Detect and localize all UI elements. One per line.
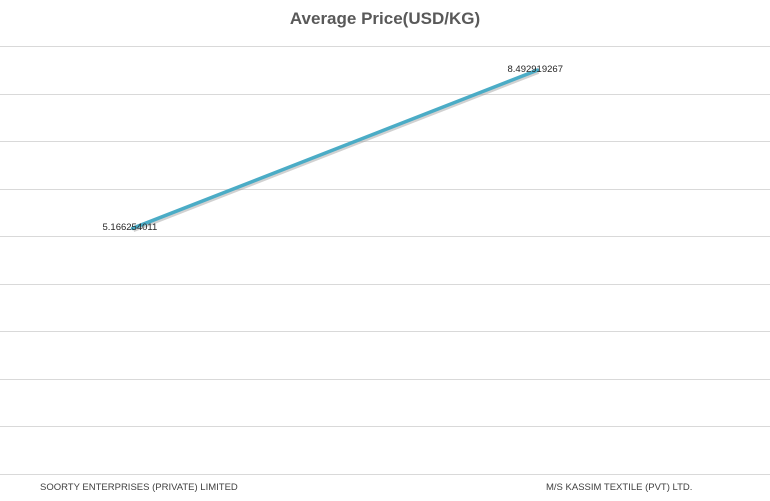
x-tick-label: SOORTY ENTERPRISES (PRIVATE) LIMITED bbox=[40, 482, 238, 493]
gridlines bbox=[0, 46, 770, 475]
data-label: 8.492919267 bbox=[507, 64, 563, 76]
chart-title: Average Price(USD/KG) bbox=[289, 9, 481, 28]
x-tick-label: M/S KASSIM TEXTILE (PVT) LTD. bbox=[546, 482, 693, 493]
series-line-shadow bbox=[132, 70, 540, 232]
data-label: 5.166254011 bbox=[102, 222, 158, 234]
series-layer bbox=[130, 68, 540, 232]
series-line bbox=[130, 68, 540, 231]
